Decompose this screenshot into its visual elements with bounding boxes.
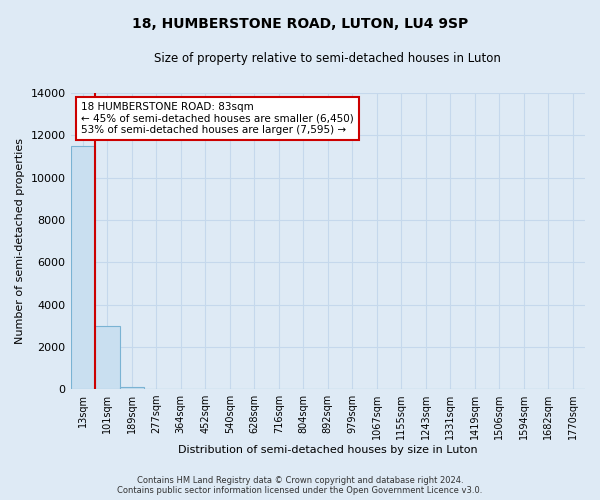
Bar xyxy=(95,326,119,389)
Title: Size of property relative to semi-detached houses in Luton: Size of property relative to semi-detach… xyxy=(154,52,501,66)
Text: 18 HUMBERSTONE ROAD: 83sqm
← 45% of semi-detached houses are smaller (6,450)
53%: 18 HUMBERSTONE ROAD: 83sqm ← 45% of semi… xyxy=(81,102,353,135)
Bar xyxy=(119,387,144,389)
Text: Contains HM Land Registry data © Crown copyright and database right 2024.
Contai: Contains HM Land Registry data © Crown c… xyxy=(118,476,482,495)
X-axis label: Distribution of semi-detached houses by size in Luton: Distribution of semi-detached houses by … xyxy=(178,445,478,455)
Y-axis label: Number of semi-detached properties: Number of semi-detached properties xyxy=(15,138,25,344)
Bar xyxy=(71,146,95,389)
Text: 18, HUMBERSTONE ROAD, LUTON, LU4 9SP: 18, HUMBERSTONE ROAD, LUTON, LU4 9SP xyxy=(132,18,468,32)
